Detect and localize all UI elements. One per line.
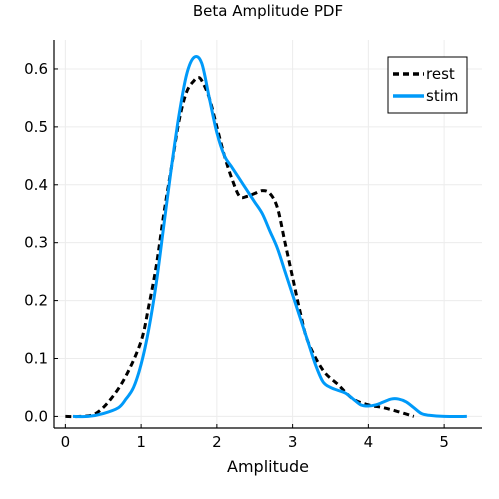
chart-title: Beta Amplitude PDF bbox=[193, 2, 343, 20]
y-tick-label-4: 0.4 bbox=[24, 176, 48, 194]
series-line-rest bbox=[65, 76, 415, 419]
x-tick-label-5: 5 bbox=[439, 433, 449, 451]
axes bbox=[53, 40, 482, 429]
x-axis-label: Amplitude bbox=[227, 457, 309, 476]
y-tick-label-3: 0.3 bbox=[24, 234, 48, 252]
y-tick-label-0: 0.0 bbox=[24, 407, 48, 425]
x-tick-label-4: 4 bbox=[364, 433, 374, 451]
y-tick-label-1: 0.1 bbox=[24, 350, 48, 368]
legend: rest stim bbox=[387, 56, 468, 114]
y-tick-label-5: 0.5 bbox=[24, 118, 48, 136]
legend-box bbox=[387, 56, 468, 114]
y-tick-label-6: 0.6 bbox=[24, 60, 48, 78]
x-tick-label-3: 3 bbox=[288, 433, 298, 451]
legend-label-stim: stim bbox=[426, 87, 458, 105]
series-line-stim bbox=[72, 55, 467, 419]
y-ticks: 0.0 0.1 0.2 0.3 0.4 0.5 0.6 bbox=[24, 60, 58, 425]
x-tick-label-1: 1 bbox=[136, 433, 146, 451]
x-ticks: 0 1 2 3 4 5 bbox=[61, 424, 449, 451]
x-tick-label-2: 2 bbox=[212, 433, 222, 451]
series-lines bbox=[65, 55, 467, 419]
y-tick-label-2: 0.2 bbox=[24, 292, 48, 310]
x-tick-label-0: 0 bbox=[61, 433, 71, 451]
legend-label-rest: rest bbox=[426, 65, 455, 83]
